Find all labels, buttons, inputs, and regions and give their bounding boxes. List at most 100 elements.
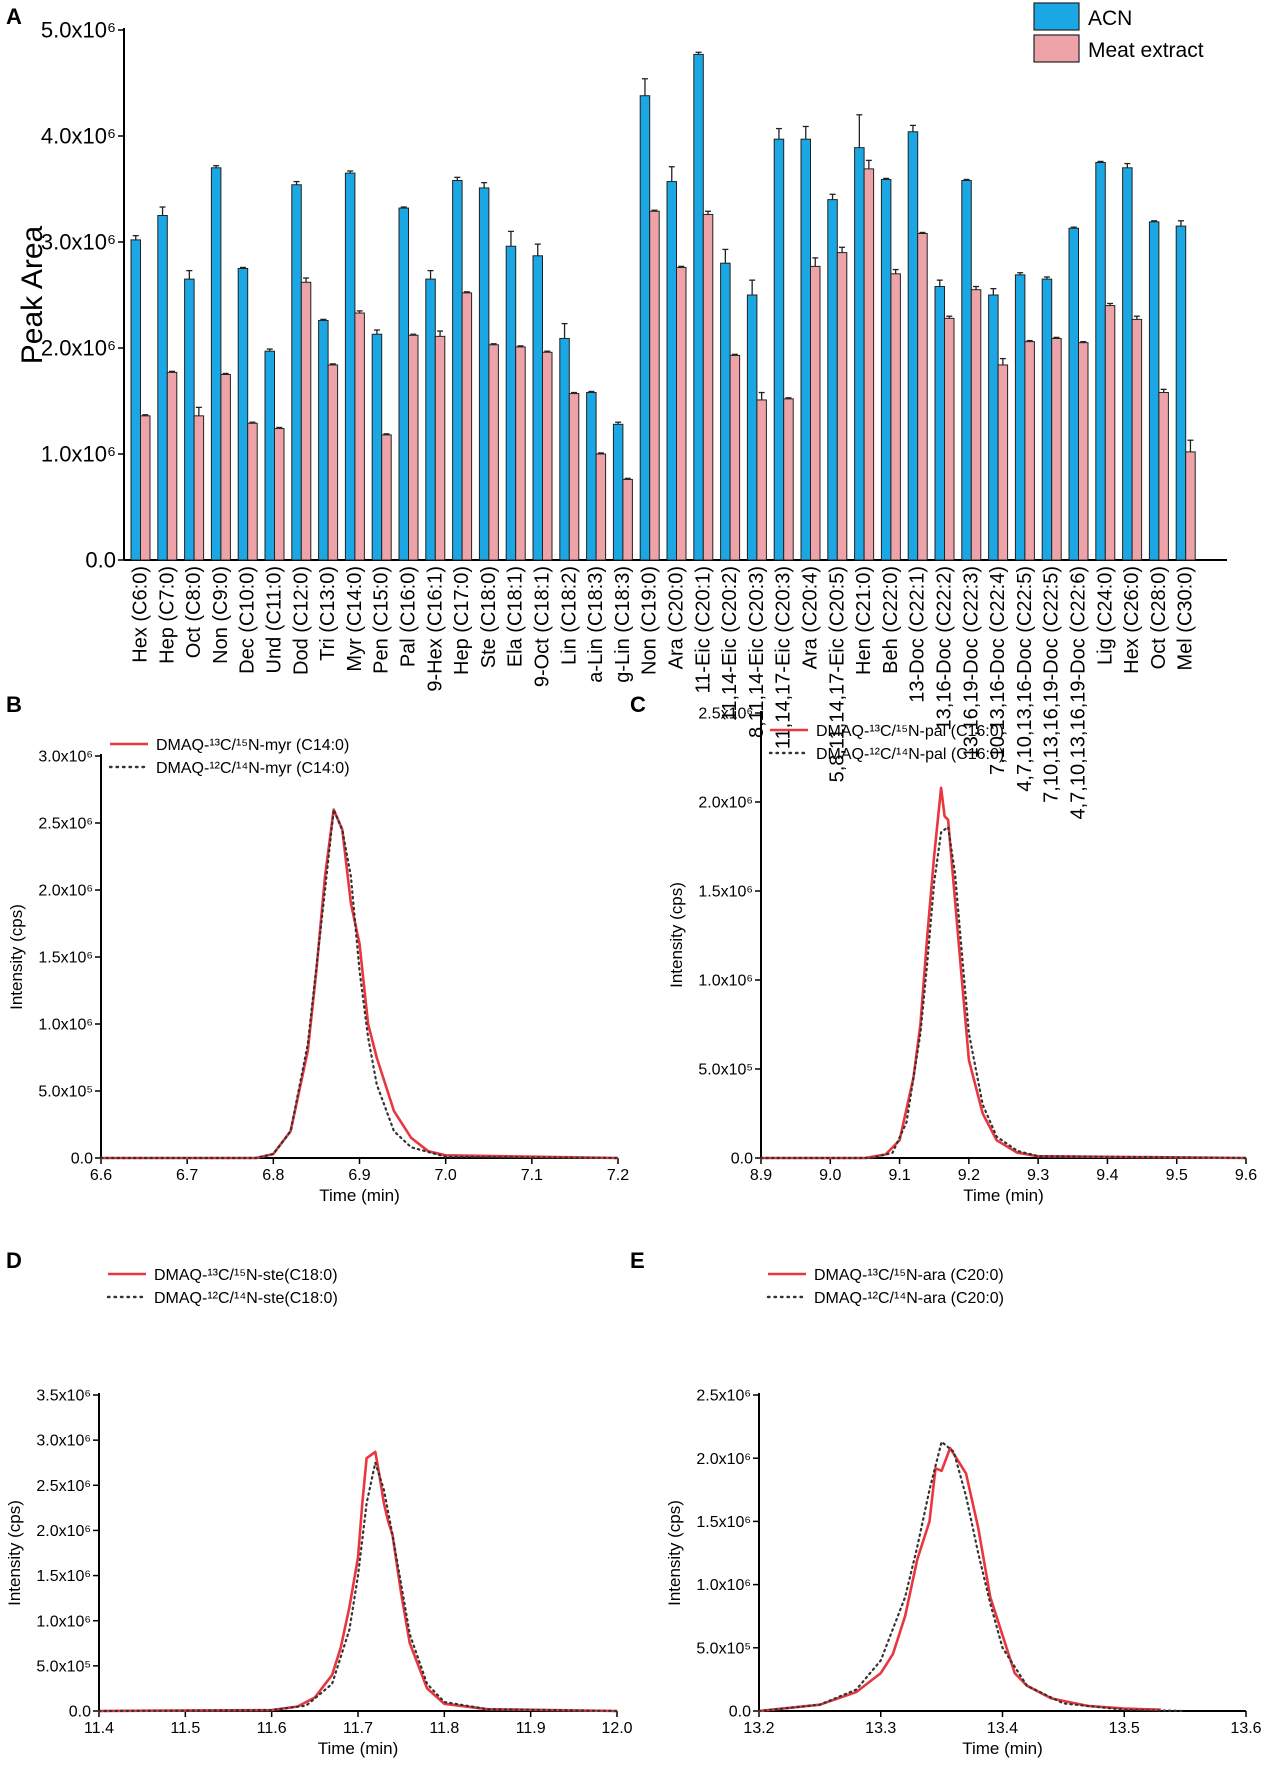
bar-acn [746,294,758,561]
x-tick-label: 9-Hex (C16:1) [424,566,446,692]
bar-meat-extract [756,399,767,561]
y-tick-label: 1.0x10⁶ [698,973,753,990]
bar-meat-extract [944,317,955,561]
panel-letter: E [630,1248,645,1273]
bar-acn [693,53,704,561]
x-tick-label: Ela (C18:1) [505,566,527,667]
bar-meat-extract [676,266,687,561]
bar-meat-extract [997,364,1009,561]
y-tick-label: 3.0x10⁶ [38,749,93,766]
bar-acn [720,262,731,561]
legend-label: DMAQ-¹²C/¹⁴N-pal (C16:0) [816,746,1004,763]
bar-acn [371,333,383,561]
bar-meat-extract [970,289,982,561]
y-tick-label: 5.0x10⁵ [36,1658,91,1675]
y-tick-label: 0.0 [85,548,116,573]
x-tick-label: Dod (C12:0) [290,566,312,675]
x-tick-label: Oct (C28:0) [1148,566,1170,669]
x-tick-label: 7.2 [607,1167,629,1184]
panel-letter: B [6,692,22,717]
panel-e: E 0.0 5.0x10⁵ 1.0x10⁶ 1.5x10⁶ 2.0x10⁶ 2.5x10⁶ I… [630,1248,1262,1758]
bar-meat-extract [300,281,312,561]
bar-meat-extract [515,346,526,561]
bar-acn [291,184,302,561]
x-tick-label: Hex (C26:0) [1121,566,1143,674]
bar-meat-extract [863,168,875,561]
bar-acn [1148,221,1160,561]
x-tick-label: 7.1 [521,1167,543,1184]
legend-label: DMAQ-¹³C/¹⁵N-myr (C14:0) [156,737,349,754]
x-tick-label: a-Lin (C18:3) [585,566,607,683]
bar-acn [264,350,275,561]
bar-meat-extract [568,393,580,561]
bar-meat-extract [140,415,151,561]
series-line-labeled-13c15n [101,808,619,1160]
x-tick-label: 7,10,13,16,19-Doc (C22:5) [1041,566,1063,803]
y-tick-label: 2.5x10⁶ [36,1478,91,1495]
bar-acn [1014,274,1026,561]
series-line-unlabeled-12c14n [757,1440,1187,1713]
bar-meat-extract [649,210,660,561]
y-tick-label: 3.5x10⁶ [36,1388,91,1405]
x-tick-label: Ara (C20:4) [800,566,822,669]
bar-meat-extract [1158,392,1169,561]
y-tick-label: 2.5x10⁶ [698,706,753,723]
x-tick-label: 11.6 [257,1720,287,1737]
x-tick-label: 13.3 [865,1720,896,1737]
bar-meat-extract [917,233,928,561]
y-tick-label: 2.0x10⁶ [41,336,116,361]
x-tick-label: 11,14-Eic (C20:2) [719,566,741,721]
bar-acn [559,337,570,561]
bar-meat-extract [166,371,178,561]
bar-meat-extract [1185,451,1196,561]
bar-meat-extract [354,312,365,561]
y-tick-label: 2.0x10⁶ [696,1451,751,1468]
bar-acn [1175,225,1187,561]
x-tick-label: 6.6 [90,1167,112,1184]
bar-meat-extract [702,213,714,561]
x-tick-label: Hen (C21:0) [853,566,875,675]
series-line-unlabeled-12c14n [99,808,620,1160]
x-tick-label: 9.4 [1096,1167,1118,1184]
bar-meat-extract [810,265,821,561]
bar-acn [961,180,972,561]
y-tick-label: 2.0x10⁶ [36,1523,91,1540]
x-tick-label: 11,14,17-Eic (C20:3) [773,566,795,749]
y-tick-label: 0.0 [731,1151,753,1168]
x-tick-label: Lig (C24:0) [1094,566,1116,665]
y-tick-label: 3.0x10⁶ [41,230,116,255]
bar-acn [586,392,597,561]
bar-acn [880,178,892,561]
x-tick-label: 6.7 [176,1167,198,1184]
y-axis-label: Intensity (cps) [7,904,26,1010]
bar-meat-extract [247,422,258,561]
x-tick-label: 13,16-Doc (C22:2) [934,566,956,731]
x-axis-label: Time (min) [963,1186,1044,1205]
x-tick-label: 7.0 [435,1167,457,1184]
bar-acn [827,199,838,561]
series-line-labeled-13c15n [98,1450,618,1713]
y-tick-label: 5.0x10⁵ [698,1062,753,1079]
series-line-unlabeled-12c14n [759,825,1248,1160]
bar-acn [237,268,249,561]
bar-meat-extract [729,354,741,561]
x-tick-label: 13,16,19-Doc (C22:3) [960,566,982,758]
x-tick-label: 11-Eic (C20:1) [692,566,714,693]
bar-meat-extract [1024,341,1035,561]
bar-meat-extract [890,273,901,561]
bar-meat-extract [622,478,633,561]
bar-acn [1068,227,1079,561]
x-tick-label: 11.9 [516,1720,546,1737]
y-tick-label: 2.5x10⁶ [38,816,93,833]
y-tick-label: 5.0x10⁵ [696,1640,751,1657]
bar-acn [398,207,409,561]
x-tick-label: 9.5 [1166,1167,1188,1184]
bar-acn [934,286,945,561]
y-axis-label: Peak Area [16,225,49,364]
x-tick-label: Hep (C17:0) [451,566,473,675]
bar-meat-extract [542,351,553,561]
x-tick-label: 13.2 [743,1720,774,1737]
x-tick-label: Ste (C18:0) [478,566,500,668]
bar-meat-extract [434,335,446,561]
